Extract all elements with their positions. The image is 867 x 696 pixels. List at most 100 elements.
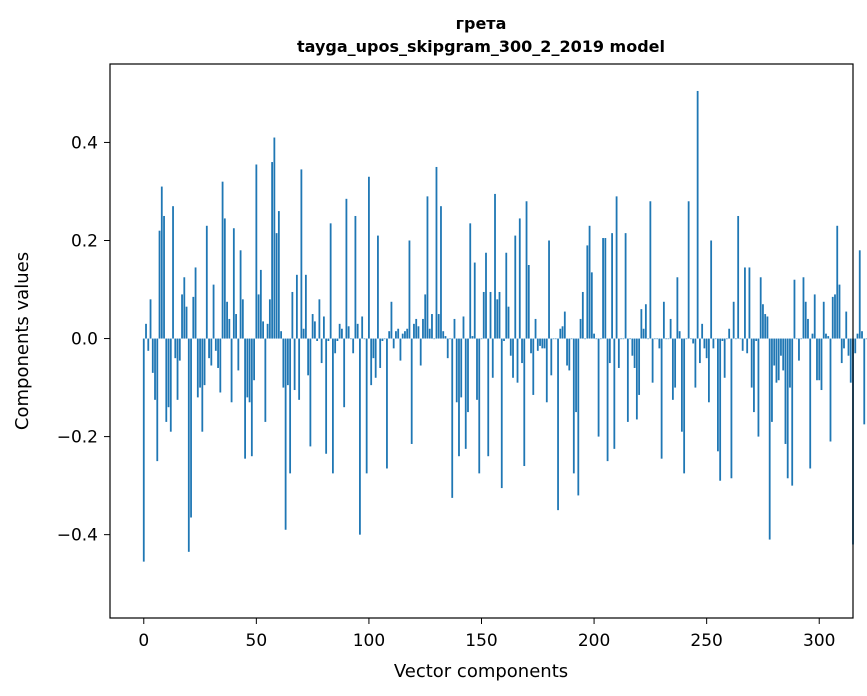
bar-14 [174,338,177,359]
bar-219 [635,338,638,420]
bar-186 [561,326,564,339]
bar-318 [858,250,861,339]
bar-314 [849,338,852,383]
x-tick-label: 150 [465,631,497,651]
bar-78 [318,299,321,339]
bar-249 [703,338,706,349]
bar-273 [757,338,760,437]
bar-163 [509,338,512,356]
bar-110 [390,301,393,339]
bar-42 [237,338,240,371]
bar-226 [651,338,654,383]
bar-230 [660,338,663,459]
bar-161 [505,252,508,339]
bar-234 [669,318,672,339]
bar-137 [451,338,454,498]
x-tick-label: 250 [690,631,722,651]
bar-237 [676,277,679,339]
bar-264 [737,215,740,339]
bar-23 [194,267,197,339]
bar-303 [825,333,827,339]
bar-176 [539,338,541,346]
bar-99 [365,338,368,474]
bar-302 [822,301,825,339]
bar-144 [467,338,469,413]
bar-108 [386,338,388,469]
bar-262 [732,301,735,339]
bar-232 [665,338,668,340]
bar-48 [250,338,253,457]
bars-group [142,90,867,562]
bar-298 [813,294,816,339]
bar-49 [253,338,255,381]
bar-308 [836,225,839,339]
bar-203 [599,338,602,340]
bar-309 [838,284,841,339]
bar-123 [419,338,422,366]
bar-305 [829,338,832,442]
bar-93 [352,338,355,354]
y-axis-label: Components values [12,252,33,430]
y-tick-label: −0.4 [57,526,98,546]
bar-26 [201,338,204,432]
bar-282 [777,338,780,381]
chart-subtitle: tayga_upos_skipgram_300_2_2019 model [297,37,665,56]
bar-183 [554,338,557,340]
bar-70 [300,169,303,339]
bar-158 [498,291,501,339]
bar-242 [687,201,690,339]
bar-150 [480,338,483,340]
bar-184 [557,338,559,511]
bar-109 [388,331,391,339]
bar-218 [633,338,636,368]
bar-141 [460,338,463,398]
bar-243 [689,338,692,340]
bar-246 [696,90,699,339]
bar-33 [217,338,219,368]
bar-56 [268,299,271,339]
bar-149 [478,338,481,474]
bar-60 [277,211,280,339]
bar-36 [223,218,226,339]
x-axis-ticks: 0 50 100 150 200 250 300 [138,618,835,651]
bar-304 [827,336,830,339]
bar-140 [458,338,460,457]
bar-2 [147,338,150,351]
bar-107 [383,338,386,340]
bar-191 [572,338,575,474]
bar-261 [730,338,733,479]
bar-313 [847,338,850,356]
bar-280 [773,338,776,366]
bar-80 [322,316,325,339]
bar-105 [379,338,382,368]
bar-156 [494,193,496,339]
bar-94 [354,215,357,339]
bar-271 [753,338,755,413]
bar-154 [489,291,492,339]
bar-196 [584,338,586,340]
bar-195 [581,291,584,339]
bar-146 [471,336,474,339]
bar-8 [160,186,163,339]
bar-142 [462,316,465,339]
bar-259 [726,338,728,340]
bar-68 [295,274,298,339]
bar-177 [541,338,544,349]
bar-306 [831,296,834,339]
bar-199 [590,272,593,339]
bar-268 [746,338,749,354]
bar-160 [503,338,505,341]
bar-202 [597,338,600,437]
bar-182 [552,338,555,340]
bar-265 [739,338,742,340]
y-axis-ticks: −0.4 −0.2 0.0 0.2 0.4 [57,133,110,546]
bar-55 [266,323,269,339]
bar-112 [395,331,397,339]
bar-251 [708,338,710,403]
bar-125 [424,294,427,339]
bar-155 [491,338,494,378]
bar-248 [701,323,704,339]
bar-66 [291,291,294,339]
bar-307 [834,294,836,339]
bar-72 [304,274,307,339]
